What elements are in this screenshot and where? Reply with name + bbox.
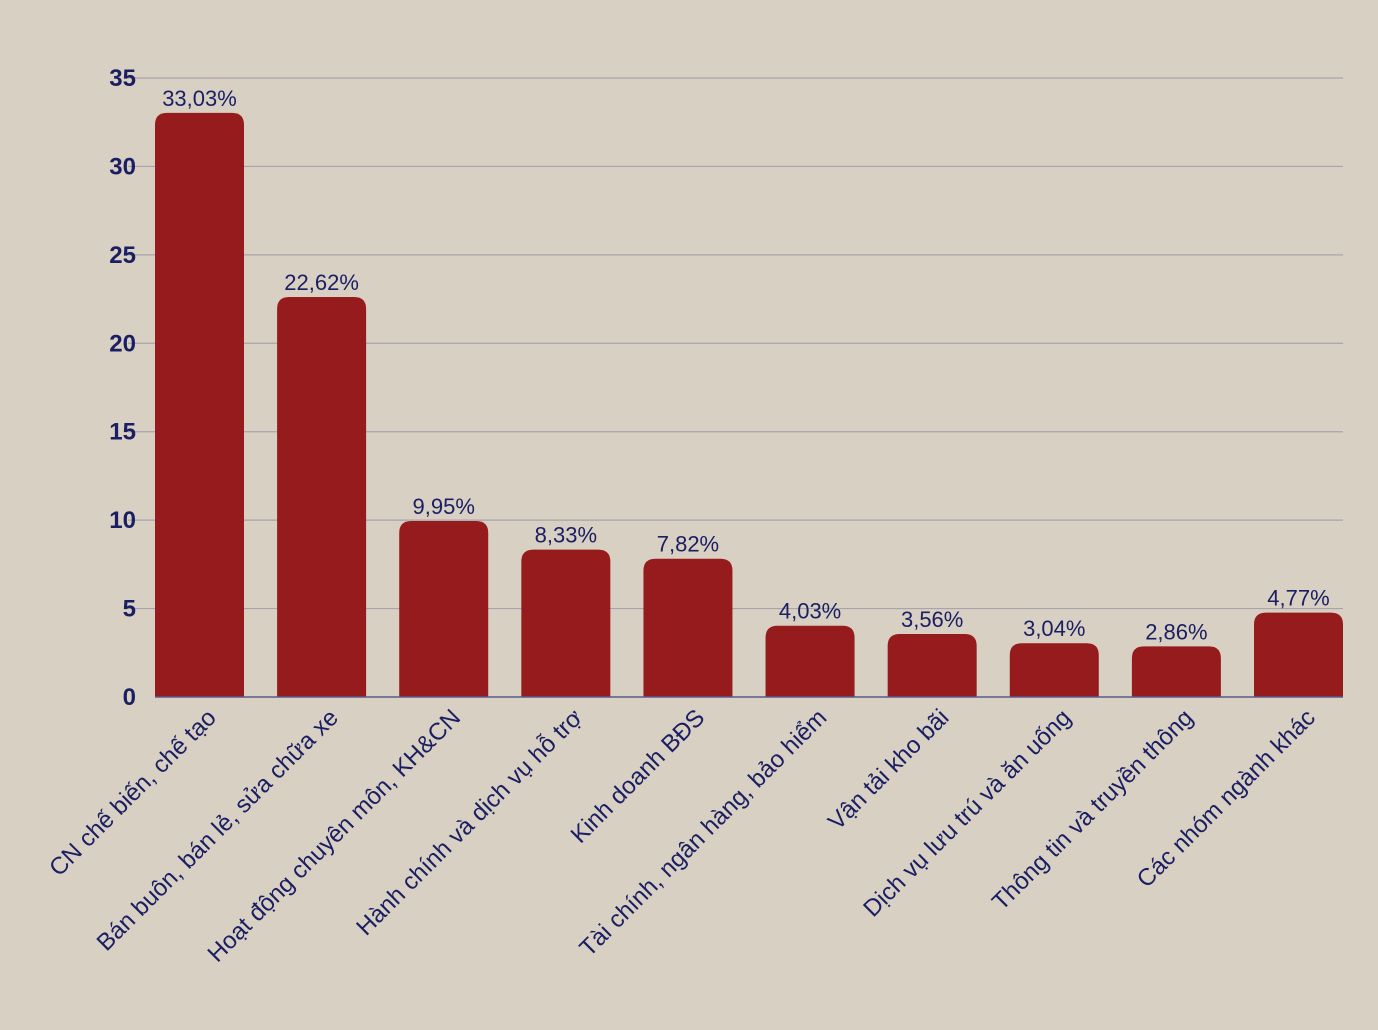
bar — [765, 625, 855, 697]
x-tick-label: Hoạt động chuyên môn, KH&CN — [203, 704, 466, 967]
bar — [155, 112, 244, 697]
y-tick-label: 30 — [109, 153, 136, 180]
y-tick-label: 20 — [109, 330, 136, 357]
x-tick-label: Vận tải kho bãi — [823, 704, 954, 835]
data-label: 7,82% — [657, 532, 719, 557]
bar — [1009, 643, 1099, 697]
x-tick-label: Dịch vụ lưu trú và ăn uống — [858, 704, 1076, 922]
y-tick-label: 10 — [109, 507, 136, 534]
data-label: 2,86% — [1145, 619, 1207, 644]
y-axis-ticks: 0 5 10 15 20 25 30 35 — [109, 65, 136, 711]
data-label: 4,03% — [779, 599, 841, 624]
y-tick-label: 15 — [109, 419, 136, 446]
bar — [277, 296, 367, 697]
bar — [887, 634, 977, 697]
x-tick-label: Bán buôn, bán lẻ, sửa chữa xe — [92, 704, 344, 956]
bar — [643, 558, 733, 697]
x-tick-label: Tài chính, ngân hàng, bảo hiểm — [575, 704, 833, 962]
x-tick-label: Thông tin và truyền thông — [987, 704, 1199, 916]
data-label: 9,95% — [413, 494, 475, 519]
y-tick-label: 25 — [109, 242, 136, 269]
bar — [1131, 646, 1221, 697]
bar — [1254, 612, 1343, 697]
y-tick-label: 5 — [123, 596, 136, 623]
data-label: 3,56% — [901, 607, 963, 632]
y-tick-label: 0 — [123, 684, 136, 711]
data-label: 3,04% — [1023, 616, 1085, 641]
x-tick-label: Hành chính và dịch vụ hỗ trợ — [351, 704, 588, 941]
data-labels: 33,03% 22,62% 9,95% 8,33% 7,82% 4,03% 3,56% 3,0… — [162, 86, 1330, 645]
bar — [399, 521, 489, 697]
x-tick-label: Kinh doanh BĐS — [566, 704, 711, 849]
data-label: 22,62% — [284, 270, 359, 295]
y-tick-label: 35 — [109, 65, 136, 92]
bar — [521, 549, 611, 697]
data-label: 4,77% — [1267, 586, 1329, 611]
bars — [155, 112, 1343, 697]
data-label: 8,33% — [535, 523, 597, 548]
data-label: 33,03% — [162, 86, 237, 111]
